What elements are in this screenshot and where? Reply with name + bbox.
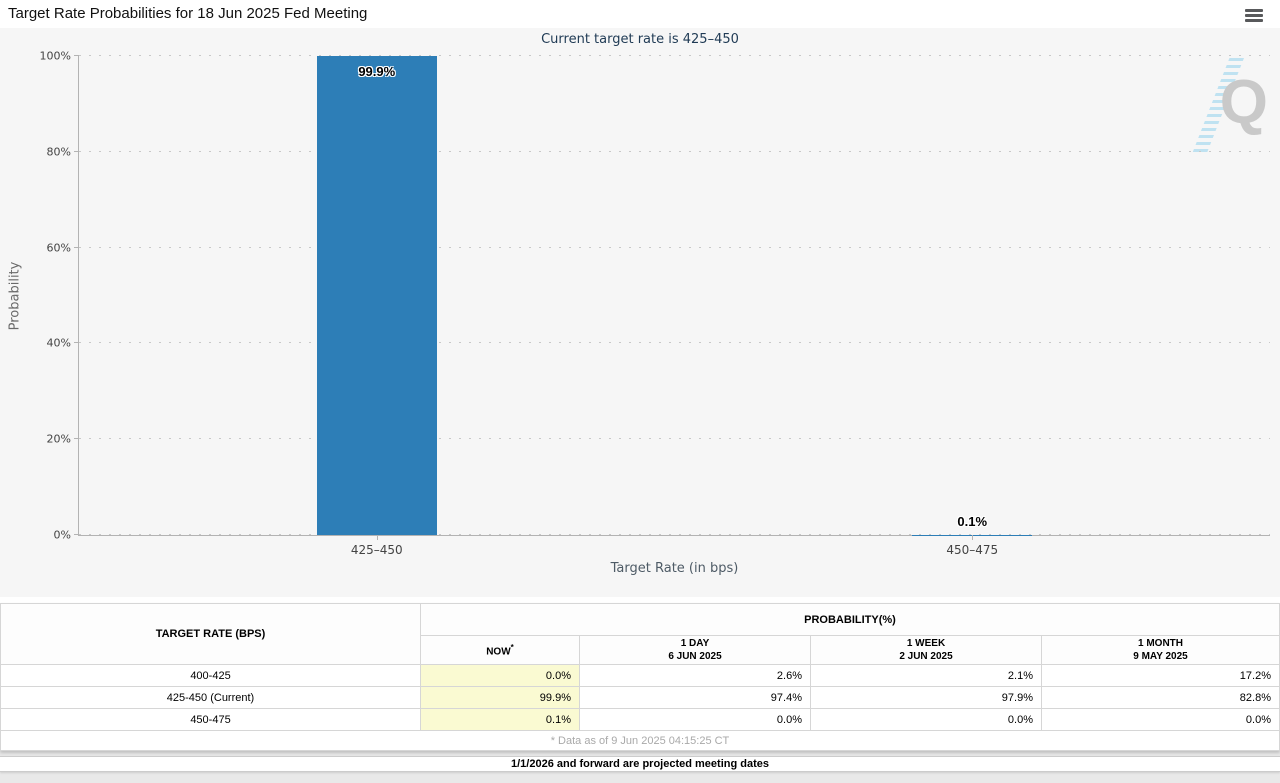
- now-cell: 99.9%: [420, 686, 580, 709]
- day-cell: 2.6%: [579, 664, 811, 687]
- y-tick-label: 40%: [46, 336, 71, 350]
- day-cell: 97.4%: [579, 686, 811, 709]
- y-axis-tick: [74, 438, 79, 440]
- projected-dates-note: 1/1/2026 and forward are projected meeti…: [0, 756, 1280, 772]
- x-category-label: 450–475: [946, 543, 999, 557]
- chart-section: Target Rate Probabilities for 18 Jun 202…: [0, 0, 1280, 603]
- chart-subtitle: Current target rate is 425–450: [541, 32, 739, 47]
- chart-container: Current target rate is 425–450 Q Probabi…: [0, 28, 1280, 597]
- x-axis-title: Target Rate (in bps): [610, 561, 739, 576]
- y-gridline: [79, 342, 1270, 344]
- rate-cell: 400-425: [0, 664, 421, 687]
- col-header-1month-label: 1 MONTH: [1138, 638, 1183, 649]
- y-axis-tick: [74, 534, 79, 535]
- y-axis-tick: [74, 150, 79, 152]
- y-tick-label: 20%: [46, 432, 71, 446]
- hamburger-bar: [1245, 19, 1263, 22]
- x-axis-tick: [972, 535, 974, 540]
- rate-cell: 450-475: [0, 708, 421, 731]
- col-header-now: NOW*: [420, 635, 580, 665]
- month-cell: 17.2%: [1041, 664, 1280, 687]
- week-cell: 0.0%: [810, 708, 1042, 731]
- col-header-1week-date: 2 JUN 2025: [899, 651, 953, 662]
- now-asterisk: *: [510, 643, 514, 653]
- quikstrike-watermark: Q: [1186, 58, 1270, 154]
- y-gridline: [79, 246, 1270, 248]
- table-footer-row: * Data as of 9 Jun 2025 04:15:25 CT: [0, 730, 1280, 751]
- data-as-of-note: * Data as of 9 Jun 2025 04:15:25 CT: [0, 730, 1280, 751]
- col-header-1week-label: 1 WEEK: [906, 638, 946, 649]
- y-tick-label: 80%: [46, 145, 71, 159]
- col-header-target-rate: TARGET RATE (BPS): [0, 603, 421, 665]
- x-axis-tick: [376, 535, 378, 540]
- col-header-1day-date: 6 JUN 2025: [668, 651, 722, 662]
- now-label: NOW: [486, 646, 511, 658]
- page-title: Target Rate Probabilities for 18 Jun 202…: [8, 5, 368, 22]
- week-cell: 2.1%: [810, 664, 1042, 687]
- hamburger-bar: [1245, 9, 1263, 12]
- col-header-1month-date: 9 MAY 2025: [1133, 651, 1188, 662]
- y-gridline: [79, 55, 1270, 56]
- plot-area: Probability Target Rate (in bps) 0% 20% 40…: [8, 50, 1270, 576]
- bar-value-label: 99.9%: [358, 64, 396, 80]
- month-cell: 0.0%: [1041, 708, 1280, 731]
- week-cell: 97.9%: [810, 686, 1042, 709]
- y-tick-label: 100%: [39, 49, 71, 63]
- header-band: Target Rate Probabilities for 18 Jun 202…: [0, 0, 1280, 28]
- probability-table: TARGET RATE (BPS) PROBABILITY(%) NOW* 1 …: [0, 603, 1280, 751]
- table-header-row-1: TARGET RATE (BPS) PROBABILITY(%): [0, 603, 1280, 665]
- probability-bar[interactable]: [316, 56, 437, 535]
- y-axis-title: Probability: [7, 261, 23, 330]
- now-cell: 0.0%: [420, 664, 580, 687]
- y-axis-tick: [74, 342, 79, 344]
- col-header-1month: 1 MONTH 9 MAY 2025: [1041, 635, 1280, 665]
- table-row: 450-475 0.1% 0.0% 0.0% 0.0%: [0, 708, 1280, 731]
- hamburger-bar: [1245, 14, 1263, 17]
- day-cell: 0.0%: [579, 708, 811, 731]
- y-gridline: [79, 534, 1270, 535]
- col-group-header-probability: PROBABILITY(%): [420, 603, 1280, 636]
- watermark-q-letter: Q: [1219, 68, 1268, 137]
- now-cell: 0.1%: [420, 708, 580, 731]
- bar-value-label: 0.1%: [957, 513, 988, 529]
- hamburger-menu-icon[interactable]: [1245, 9, 1263, 24]
- col-header-1day-label: 1 DAY: [680, 638, 710, 649]
- month-cell: 82.8%: [1041, 686, 1280, 709]
- table-header-row-2: NOW* 1 DAY 6 JUN 2025 1 WEEK 2 JUN 2025 …: [1, 635, 1280, 665]
- table-row: 400-425 0.0% 2.6% 2.1% 17.2%: [0, 664, 1280, 687]
- y-gridline: [79, 438, 1270, 440]
- y-axis-tick: [74, 246, 79, 248]
- rate-cell: 425-450 (Current): [0, 686, 421, 709]
- col-header-1week: 1 WEEK 2 JUN 2025: [810, 635, 1042, 665]
- y-tick-label: 0%: [53, 528, 71, 542]
- y-gridline: [79, 150, 1270, 152]
- x-category-label: 425–450: [350, 543, 403, 557]
- col-header-1day: 1 DAY 6 JUN 2025: [579, 635, 811, 665]
- y-axis-tick: [74, 55, 79, 56]
- y-tick-label: 60%: [46, 241, 71, 255]
- table-row: 425-450 (Current) 99.9% 97.4% 97.9% 82.8…: [0, 686, 1280, 709]
